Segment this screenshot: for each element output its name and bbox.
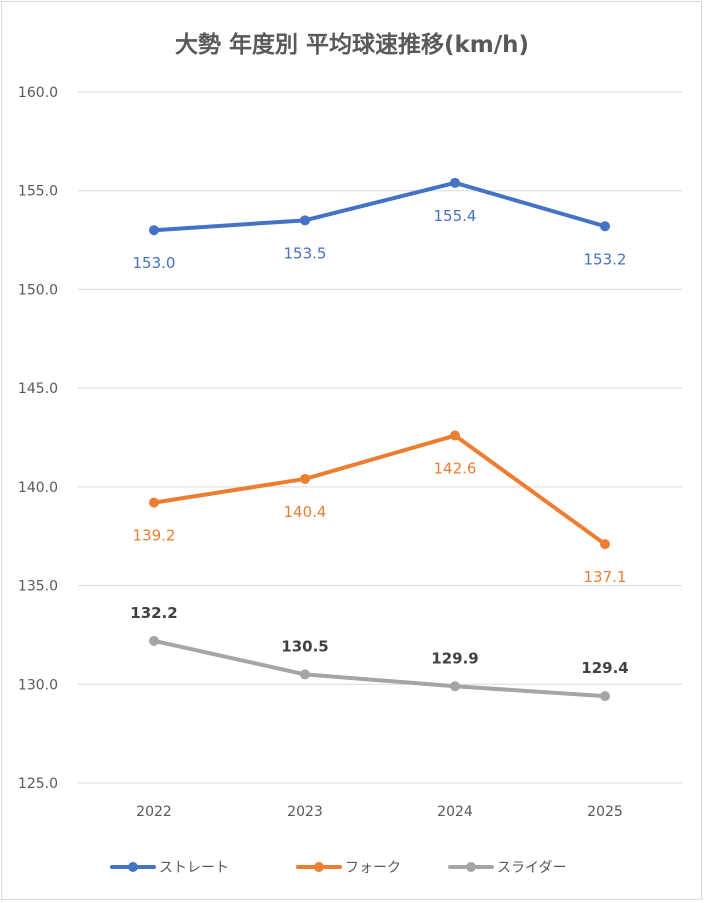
data-label: 140.4 xyxy=(284,503,327,521)
data-point xyxy=(600,691,610,702)
y-tick-label: 130.0 xyxy=(18,677,58,693)
data-point xyxy=(149,225,159,236)
data-label: 142.6 xyxy=(434,460,477,478)
data-point xyxy=(300,473,310,484)
series-line xyxy=(152,180,607,233)
y-tick-label: 135.0 xyxy=(18,579,58,595)
data-label: 153.2 xyxy=(584,250,627,268)
data-label: 129.9 xyxy=(431,649,478,667)
data-point xyxy=(450,430,460,441)
series-line xyxy=(152,638,607,699)
data-label: 129.4 xyxy=(581,659,628,677)
data-label: 153.5 xyxy=(284,244,327,262)
y-tick-label: 140.0 xyxy=(18,480,58,496)
gridlines xyxy=(78,91,682,784)
x-tick-label: 2022 xyxy=(136,804,172,820)
data-point xyxy=(149,635,159,646)
y-axis-tick-labels: 160.0 155.0 150.0 145.0 140.0 135.0 130.0 125.0 xyxy=(18,85,58,792)
data-labels: 153.0 153.5 155.4 153.2 139.2 140.4 142.6 137.1… xyxy=(130,207,628,677)
data-point xyxy=(300,669,310,680)
data-label: 139.2 xyxy=(133,527,176,545)
data-label: 130.5 xyxy=(281,637,328,655)
legend-label: フォーク xyxy=(345,860,401,876)
data-point xyxy=(300,215,310,226)
legend-marker-icon xyxy=(466,862,476,872)
legend: ストレート フォーク スライダー xyxy=(110,860,566,876)
x-tick-label: 2023 xyxy=(287,804,323,820)
data-label: 153.0 xyxy=(133,254,176,272)
data-point xyxy=(600,539,610,550)
data-point xyxy=(450,177,460,188)
data-point xyxy=(450,681,460,692)
x-tick-label: 2024 xyxy=(437,804,473,820)
y-tick-label: 150.0 xyxy=(18,282,58,298)
legend-marker-icon xyxy=(128,862,138,872)
y-tick-label: 125.0 xyxy=(18,776,58,792)
legend-label: スライダー xyxy=(497,860,566,876)
data-label: 132.2 xyxy=(130,604,177,622)
series-lines xyxy=(149,177,610,702)
data-label: 137.1 xyxy=(584,568,627,586)
x-axis-tick-labels: 2022 2023 2024 2025 xyxy=(136,804,623,820)
y-tick-label: 145.0 xyxy=(18,381,58,397)
legend-label: ストレート xyxy=(159,860,229,876)
x-tick-label: 2025 xyxy=(587,804,623,820)
data-label: 155.4 xyxy=(434,207,477,225)
y-tick-label: 160.0 xyxy=(18,85,58,101)
legend-marker-icon xyxy=(314,862,324,872)
chart-title: 大勢 年度別 平均球速推移(km/h) xyxy=(175,31,529,58)
y-tick-label: 155.0 xyxy=(18,184,58,200)
data-point xyxy=(149,497,159,508)
data-point xyxy=(600,221,610,232)
series-line xyxy=(152,433,607,547)
